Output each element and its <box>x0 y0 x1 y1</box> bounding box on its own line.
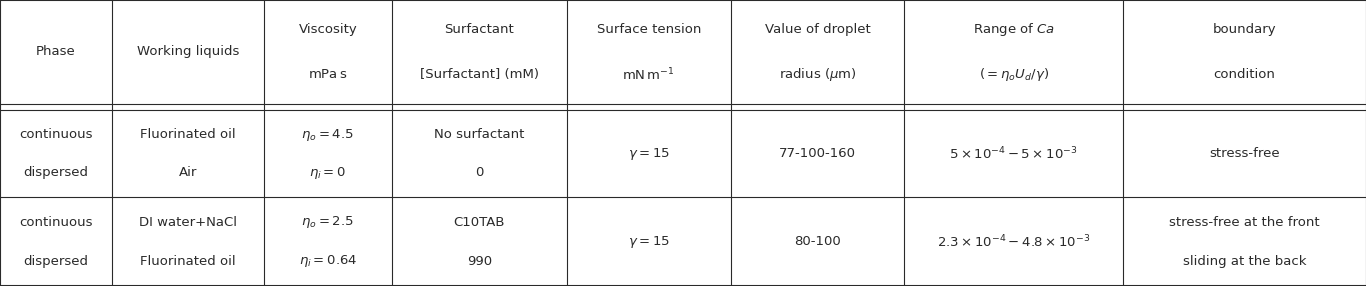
Text: 0: 0 <box>475 166 484 179</box>
Text: $\gamma = 15$: $\gamma = 15$ <box>628 146 669 162</box>
Text: dispersed: dispersed <box>23 166 89 179</box>
Text: 80-100: 80-100 <box>794 235 841 248</box>
Text: continuous: continuous <box>19 128 93 141</box>
Text: $\eta_o = 4.5$: $\eta_o = 4.5$ <box>302 126 354 142</box>
Text: $5 \times 10^{-4} - 5 \times 10^{-3}$: $5 \times 10^{-4} - 5 \times 10^{-3}$ <box>949 145 1078 162</box>
Text: $(= \eta_o U_d/\gamma)$: $(= \eta_o U_d/\gamma)$ <box>978 66 1049 83</box>
Text: $\gamma = 15$: $\gamma = 15$ <box>628 234 669 250</box>
Text: Surface tension: Surface tension <box>597 23 701 35</box>
Text: Air: Air <box>179 166 197 179</box>
Text: C10TAB: C10TAB <box>454 216 505 229</box>
Text: Range of $\mathit{Ca}$: Range of $\mathit{Ca}$ <box>973 21 1055 37</box>
Text: Viscosity: Viscosity <box>298 23 358 35</box>
Text: $\eta_o = 2.5$: $\eta_o = 2.5$ <box>302 214 354 230</box>
Text: $2.3 \times 10^{-4} - 4.8 \times 10^{-3}$: $2.3 \times 10^{-4} - 4.8 \times 10^{-3}… <box>937 233 1090 250</box>
Text: condition: condition <box>1213 68 1276 81</box>
Text: boundary: boundary <box>1213 23 1276 35</box>
Text: Fluorinated oil: Fluorinated oil <box>139 255 236 268</box>
Text: dispersed: dispersed <box>23 255 89 268</box>
Text: [Surfactant] (mM): [Surfactant] (mM) <box>419 68 540 81</box>
Text: 990: 990 <box>467 255 492 268</box>
Text: Value of droplet: Value of droplet <box>765 23 870 35</box>
Text: $\eta_i = 0.64$: $\eta_i = 0.64$ <box>299 253 357 269</box>
Text: No surfactant: No surfactant <box>434 128 525 141</box>
Text: $\eta_i = 0$: $\eta_i = 0$ <box>309 165 347 181</box>
Text: sliding at the back: sliding at the back <box>1183 255 1306 268</box>
Text: continuous: continuous <box>19 216 93 229</box>
Text: radius ($\mu$m): radius ($\mu$m) <box>779 66 856 83</box>
Text: 77-100-160: 77-100-160 <box>779 147 856 160</box>
Text: mN$\,$m$^{-1}$: mN$\,$m$^{-1}$ <box>623 66 675 83</box>
Text: stress-free: stress-free <box>1209 147 1280 160</box>
Text: mPa$\,$s: mPa$\,$s <box>309 68 347 81</box>
Text: Working liquids: Working liquids <box>137 45 239 58</box>
Text: Surfactant: Surfactant <box>444 23 515 35</box>
Text: stress-free at the front: stress-free at the front <box>1169 216 1320 229</box>
Text: Phase: Phase <box>36 45 76 58</box>
Text: Fluorinated oil: Fluorinated oil <box>139 128 236 141</box>
Text: DI water+NaCl: DI water+NaCl <box>139 216 236 229</box>
